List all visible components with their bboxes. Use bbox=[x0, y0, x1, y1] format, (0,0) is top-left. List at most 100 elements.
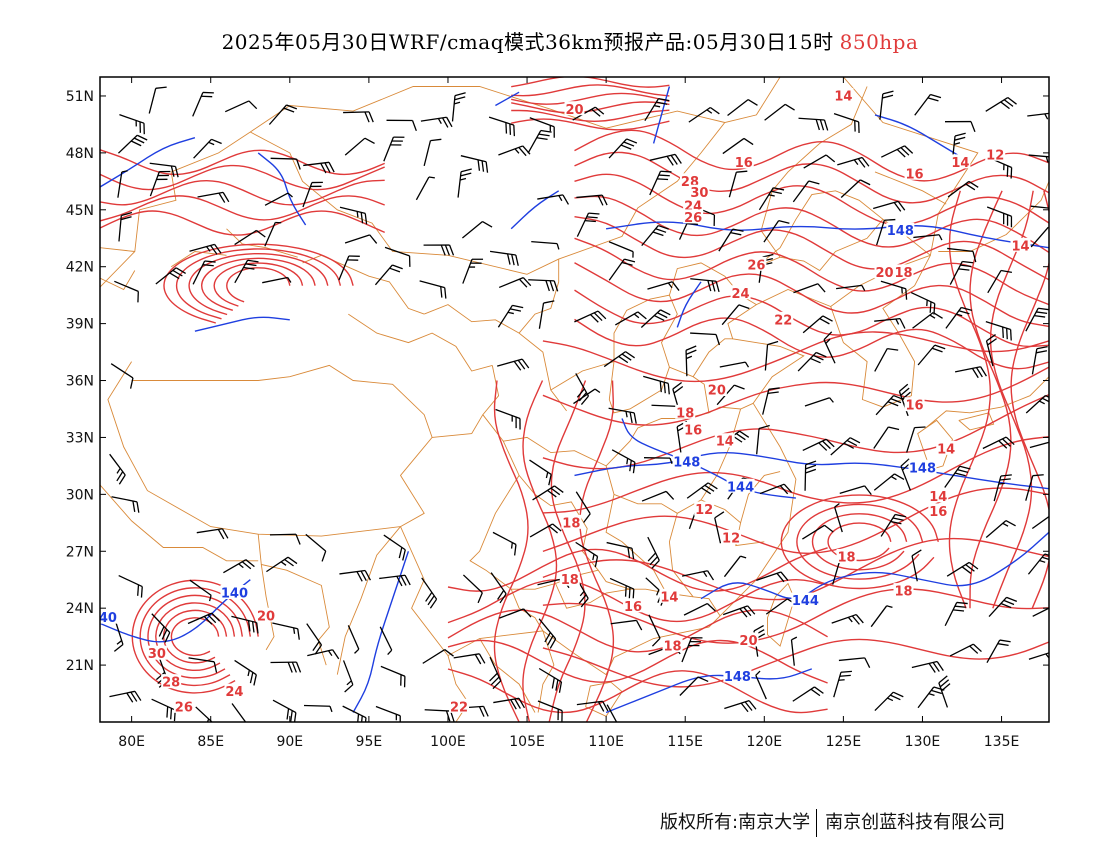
wind-barb bbox=[529, 117, 555, 138]
wind-barb-staff bbox=[870, 605, 888, 628]
wind-barb-feather bbox=[590, 314, 599, 323]
wind-barb-feather bbox=[892, 517, 904, 521]
boundary-line bbox=[131, 364, 433, 527]
wind-barb bbox=[195, 706, 213, 722]
temperature-label-bg bbox=[904, 165, 925, 180]
wind-barb-feather bbox=[825, 438, 835, 448]
wind-barb bbox=[272, 699, 297, 722]
wind-barb-staff bbox=[339, 206, 366, 215]
wind-barb-staff bbox=[495, 408, 521, 420]
wind-barb-feather bbox=[1006, 328, 1008, 340]
wind-barb-staff bbox=[917, 344, 936, 366]
wind-barb-feather bbox=[253, 674, 257, 686]
wind-barb-feather bbox=[312, 641, 320, 652]
wind-barb-feather bbox=[247, 669, 250, 677]
wind-barb bbox=[303, 161, 335, 174]
wind-barb-feather bbox=[392, 264, 403, 270]
wind-barb-staff bbox=[944, 465, 961, 488]
wind-barb-feather bbox=[427, 595, 435, 606]
wind-barb-staff bbox=[606, 704, 618, 722]
temperature-label: 16 bbox=[929, 505, 947, 520]
wind-barb-feather bbox=[364, 137, 375, 145]
wind-barb-feather bbox=[558, 681, 563, 693]
temperature-label-bg bbox=[559, 571, 580, 586]
wind-barb-feather bbox=[971, 368, 979, 379]
wind-barb-feather bbox=[297, 628, 300, 640]
wind-barb-feather bbox=[975, 367, 983, 378]
wind-barb-staff bbox=[608, 258, 625, 281]
wind-barb-staff bbox=[1031, 348, 1038, 375]
wind-barb-feather bbox=[247, 259, 259, 263]
wind-barb-feather bbox=[961, 306, 973, 312]
temperature-label-bg bbox=[721, 529, 742, 544]
temperature-label: 20 bbox=[565, 103, 583, 118]
wind-barb-feather bbox=[512, 304, 524, 309]
wind-barb-feather bbox=[651, 637, 661, 647]
wind-barb-feather bbox=[510, 699, 517, 710]
boundary-line bbox=[100, 484, 259, 562]
wind-barb-staff bbox=[641, 225, 659, 247]
wind-barb bbox=[538, 618, 557, 649]
wind-barb-feather bbox=[707, 482, 718, 490]
boundary-line bbox=[925, 376, 1049, 429]
wind-barb bbox=[453, 653, 486, 665]
wind-barb-feather bbox=[287, 192, 293, 198]
wind-barb-staff bbox=[986, 206, 1012, 217]
wind-barb-staff bbox=[375, 705, 401, 717]
wind-barb bbox=[763, 220, 790, 243]
wind-barb-feather bbox=[932, 311, 943, 319]
wind-barb bbox=[109, 690, 142, 703]
boundary-line bbox=[482, 365, 607, 467]
wind-barb-feather bbox=[670, 154, 678, 165]
temperature-label: 16 bbox=[684, 423, 702, 438]
wind-barb-staff bbox=[420, 116, 447, 122]
wind-barb-feather bbox=[222, 192, 230, 203]
temperature-label-bg bbox=[662, 638, 683, 653]
wind-barb-feather bbox=[346, 680, 352, 686]
wind-barb-staff bbox=[224, 100, 250, 113]
wind-barb-staff bbox=[688, 106, 711, 123]
wind-barb bbox=[537, 700, 563, 722]
wind-barb-staff bbox=[114, 619, 124, 645]
wind-barb-staff bbox=[187, 612, 213, 625]
wind-barb-feather bbox=[1045, 394, 1049, 399]
wind-barb-staff bbox=[838, 657, 865, 662]
wind-barb-feather bbox=[743, 606, 752, 617]
wind-barb-feather bbox=[934, 344, 946, 350]
wind-barb-feather bbox=[625, 351, 635, 359]
temperature-isotherm bbox=[493, 380, 529, 722]
wind-barb-feather bbox=[1000, 269, 1013, 274]
wind-barb-feather bbox=[900, 458, 910, 467]
wind-barb-feather bbox=[245, 559, 255, 568]
wind-barb-staff bbox=[262, 276, 288, 284]
wind-barb-staff bbox=[913, 234, 940, 239]
wind-barb bbox=[615, 311, 647, 326]
wind-barb-feather bbox=[1036, 311, 1048, 315]
wind-barb bbox=[305, 533, 327, 562]
wind-barb-staff bbox=[234, 659, 257, 676]
wind-barb-feather bbox=[960, 264, 972, 268]
lon-tick-label: 90E bbox=[276, 734, 303, 750]
temperature-isotherm bbox=[989, 190, 1034, 609]
wind-barb-feather bbox=[887, 401, 899, 407]
wind-barb-staff bbox=[1025, 395, 1046, 414]
wind-barb bbox=[987, 269, 1013, 294]
wind-barb bbox=[640, 309, 671, 328]
wind-barb-staff bbox=[647, 536, 660, 561]
wind-barb bbox=[988, 596, 1018, 617]
wind-barb bbox=[985, 334, 997, 367]
wind-barb bbox=[947, 180, 979, 198]
wind-barb-feather bbox=[132, 500, 136, 512]
temperature-label-bg bbox=[706, 382, 727, 397]
wind-barb-feather bbox=[555, 679, 559, 691]
wind-barb bbox=[499, 608, 532, 619]
temperature-isotherm bbox=[542, 366, 1049, 426]
wind-barb-feather bbox=[583, 513, 591, 523]
wind-barb-staff bbox=[576, 700, 603, 706]
wind-barb-feather bbox=[649, 556, 658, 566]
wind-barb bbox=[573, 388, 601, 405]
wind-barb-staff bbox=[307, 649, 333, 657]
lon-tick-label: 130E bbox=[905, 734, 941, 750]
wind-barb-feather bbox=[933, 303, 936, 315]
wind-barb-feather bbox=[387, 649, 393, 655]
